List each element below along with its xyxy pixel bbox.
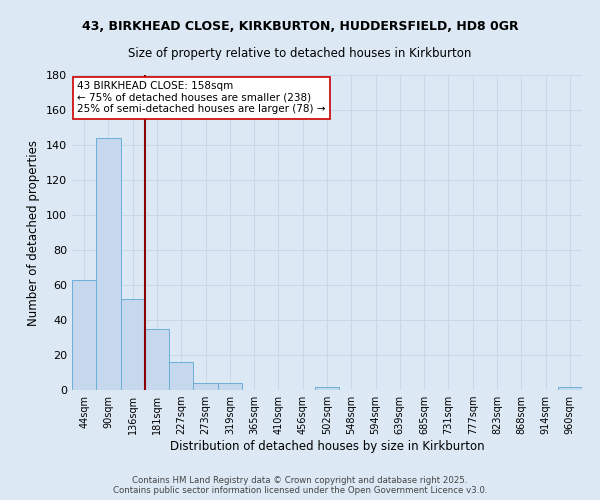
Text: Contains HM Land Registry data © Crown copyright and database right 2025.
Contai: Contains HM Land Registry data © Crown c…: [113, 476, 487, 495]
X-axis label: Distribution of detached houses by size in Kirkburton: Distribution of detached houses by size …: [170, 440, 484, 453]
Bar: [169, 362, 193, 390]
Bar: [145, 329, 169, 390]
Bar: [72, 280, 96, 390]
Text: 43, BIRKHEAD CLOSE, KIRKBURTON, HUDDERSFIELD, HD8 0GR: 43, BIRKHEAD CLOSE, KIRKBURTON, HUDDERSF…: [82, 20, 518, 33]
Bar: [96, 138, 121, 390]
Bar: [193, 383, 218, 390]
Bar: [558, 386, 582, 390]
Y-axis label: Number of detached properties: Number of detached properties: [28, 140, 40, 326]
Text: Size of property relative to detached houses in Kirkburton: Size of property relative to detached ho…: [128, 48, 472, 60]
Bar: [315, 386, 339, 390]
Bar: [218, 383, 242, 390]
Bar: [121, 299, 145, 390]
Text: 43 BIRKHEAD CLOSE: 158sqm
← 75% of detached houses are smaller (238)
25% of semi: 43 BIRKHEAD CLOSE: 158sqm ← 75% of detac…: [77, 82, 326, 114]
